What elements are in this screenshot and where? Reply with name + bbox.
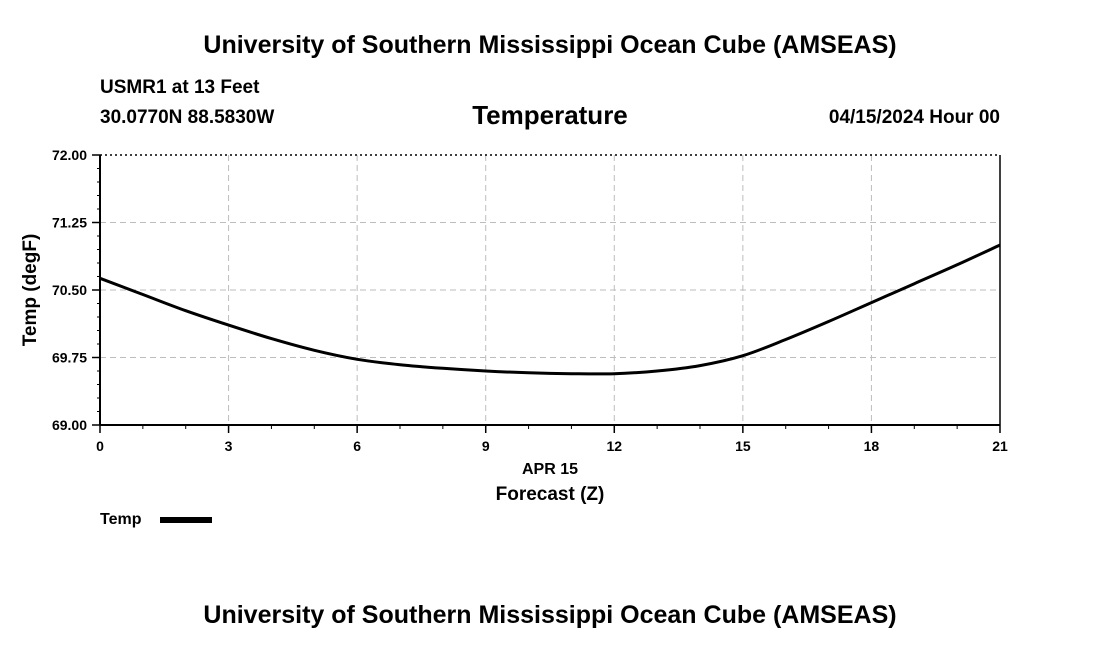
page-title: University of Southern Mississippi Ocean… [203, 31, 897, 59]
x-tick-label-1: 3 [225, 438, 233, 454]
forecast-datetime: 04/15/2024 Hour 00 [828, 107, 1000, 128]
station-label: USMR1 at 13 Feet [100, 77, 260, 98]
x-tick-label-4: 12 [606, 438, 622, 454]
x-axis-label: Forecast (Z) [496, 484, 605, 505]
x-tick-label-0: 0 [96, 438, 104, 454]
y-tick-label-3: 71.25 [52, 215, 87, 231]
x-axis-sublabel: APR 15 [522, 461, 578, 478]
y-axis-label: Temp (degF) [20, 234, 41, 347]
series-line-temp [99, 243, 1001, 376]
y-tick-label-0: 69.00 [52, 417, 87, 433]
y-tick-label-2: 70.50 [52, 282, 87, 298]
y-tick-label-1: 69.75 [52, 350, 87, 366]
x-tick-label-5: 15 [735, 438, 751, 454]
x-tick-label-3: 9 [482, 438, 490, 454]
legend-label-temp: Temp [100, 511, 142, 528]
y-tick-label-4: 72.00 [52, 147, 87, 163]
footer-title: University of Southern Mississippi Ocean… [203, 601, 897, 629]
coordinates-label: 30.0770N 88.5830W [100, 107, 275, 128]
x-tick-label-7: 21 [992, 438, 1008, 454]
x-tick-label-2: 6 [353, 438, 361, 454]
chart-title: Temperature [472, 100, 628, 130]
x-tick-label-6: 18 [864, 438, 880, 454]
